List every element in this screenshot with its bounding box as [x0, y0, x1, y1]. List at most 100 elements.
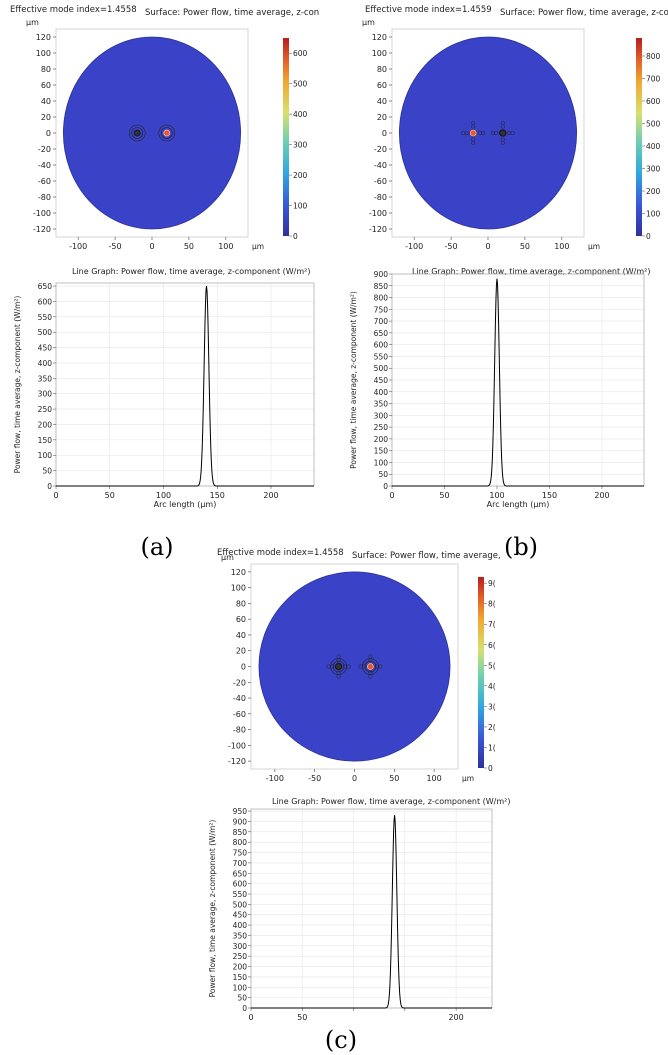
y-tick-label: 600: [233, 880, 248, 889]
power-flow-curve: [392, 278, 644, 487]
colorbar-tick-label: 200: [293, 171, 308, 180]
y-tick-label: -40: [374, 161, 387, 170]
y-tick-label: -100: [228, 741, 246, 750]
surface-title: Surface: Power flow, time average, z-con: [145, 8, 319, 18]
y-tick-label: 100: [374, 458, 389, 467]
power-flow-curve: [56, 286, 314, 487]
y-axis-label: Power flow, time average, z-component (W…: [349, 291, 358, 469]
y-tick-label: 250: [374, 423, 389, 432]
y-tick-label: 400: [374, 388, 389, 397]
x-tick-label: 50: [105, 491, 115, 500]
air-hole: [464, 130, 469, 136]
y-tick-label: 0: [383, 482, 388, 491]
x-tick-label: 0: [248, 1013, 253, 1022]
colorbar-tick-label: 4(: [488, 682, 496, 691]
colorbar-tick-label: 6(: [488, 641, 496, 650]
y-tick-label: 950: [233, 807, 248, 816]
x-tick-label: 100: [218, 242, 233, 251]
surface-title: Surface: Power flow, time average, z-com: [500, 8, 668, 18]
colorbar-tick-label: 8(: [488, 600, 496, 609]
line-graph-title: Line Graph: Power flow, time average, z-…: [272, 797, 510, 806]
y-tick-label: 80: [236, 599, 246, 608]
x-tick-label: 100: [489, 491, 504, 500]
core-ring: [498, 129, 507, 137]
core-ring-outer: [128, 124, 146, 142]
y-tick-label: -120: [228, 757, 246, 766]
y-tick-label: 350: [233, 931, 248, 940]
x-tick-label: 100: [426, 774, 441, 783]
mode-index-label: Effective mode index=1.4558: [217, 548, 344, 558]
colorbar-tick-label: 3(: [488, 702, 496, 711]
colorbar-tick-label: 100: [646, 210, 661, 219]
y-axis-label: Power flow, time average, z-component (W…: [208, 820, 217, 998]
unit-label-x: µm: [252, 242, 264, 251]
y-tick-label: -40: [38, 161, 51, 170]
unit-label-y: µm: [26, 18, 39, 27]
air-hole: [336, 657, 341, 663]
y-tick-label: -20: [374, 145, 387, 154]
y-tick-label: 80: [377, 65, 387, 74]
colorbar-tick-label: 300: [293, 141, 308, 150]
line-graph-title: Line Graph: Power flow, time average, z-…: [412, 267, 650, 276]
y-tick-label: 60: [41, 81, 51, 90]
y-tick-label: -80: [374, 193, 387, 202]
colorbar-tick-label: 600: [293, 49, 308, 58]
y-tick-label: 450: [374, 376, 389, 385]
y-tick-label: 800: [374, 294, 389, 303]
y-tick-label: 120: [36, 33, 51, 42]
unit-label-x: µm: [462, 774, 474, 783]
y-tick-label: 50: [237, 994, 247, 1003]
air-hole: [361, 664, 366, 669]
colorbar-tick-label: 1(: [488, 743, 496, 752]
panel-caption: (c): [325, 1026, 357, 1054]
y-tick-label: 100: [231, 584, 246, 593]
y-tick-label: 550: [374, 352, 389, 361]
surface-plot-2: Effective mode index=1.4558 Surface: Powe…: [217, 548, 501, 783]
y-tick-label: 300: [233, 942, 248, 951]
air-hole: [494, 130, 499, 136]
y-tick-label: 0: [241, 663, 246, 672]
y-tick-label: 900: [233, 817, 248, 826]
y-tick-label: 500: [374, 364, 389, 373]
y-tick-label: 750: [374, 305, 389, 314]
y-tick-label: 350: [374, 400, 389, 409]
y-tick-label: 600: [374, 341, 389, 350]
colorbar-tick-label: 800: [646, 52, 661, 61]
colorbar-tick-label: 400: [646, 142, 661, 151]
x-tick-label: 200: [594, 491, 609, 500]
line-graph-2: Line Graph: Power flow, time average, z-…: [208, 797, 510, 1022]
x-tick-label: 150: [210, 491, 225, 500]
y-tick-label: 100: [36, 49, 51, 58]
colorbar-tick-label: 2(: [488, 723, 496, 732]
y-tick-label: 20: [41, 113, 51, 122]
y-tick-label: -120: [33, 225, 51, 234]
x-tick-label: 0: [389, 491, 394, 500]
y-tick-label: 120: [372, 33, 387, 42]
core-ring-inner: [131, 127, 144, 139]
colorbar-tick-label: 500: [293, 80, 308, 89]
x-tick-label: -50: [308, 774, 321, 783]
y-tick-label: 550: [38, 313, 53, 322]
y-tick-label: 80: [41, 65, 51, 74]
colorbar-tick-label: 600: [646, 97, 661, 106]
y-tick-label: 850: [374, 282, 389, 291]
panel-caption: (b): [504, 533, 538, 561]
core-ring: [469, 129, 478, 137]
x-tick-label: 100: [156, 491, 171, 500]
colorbar-tick-label: 5(: [488, 661, 496, 670]
y-tick-label: 400: [233, 921, 248, 930]
colorbar-tick-label: 300: [646, 165, 661, 174]
air-hole: [471, 137, 476, 142]
colorbar-tick-label: 0: [488, 764, 493, 773]
air-hole: [330, 664, 335, 669]
y-tick-label: -80: [38, 193, 51, 202]
colorbar-tick-label: 0: [293, 232, 298, 241]
core-ring: [366, 662, 375, 671]
x-tick-label: 200: [263, 491, 278, 500]
y-tick-label: 100: [38, 451, 53, 460]
y-tick-label: 20: [377, 113, 387, 122]
line-graph-0: Line Graph: Power flow, time average, z-…: [13, 267, 315, 509]
x-tick-label: 50: [439, 491, 449, 500]
y-tick-label: 200: [38, 420, 53, 429]
y-tick-label: 120: [231, 568, 246, 577]
